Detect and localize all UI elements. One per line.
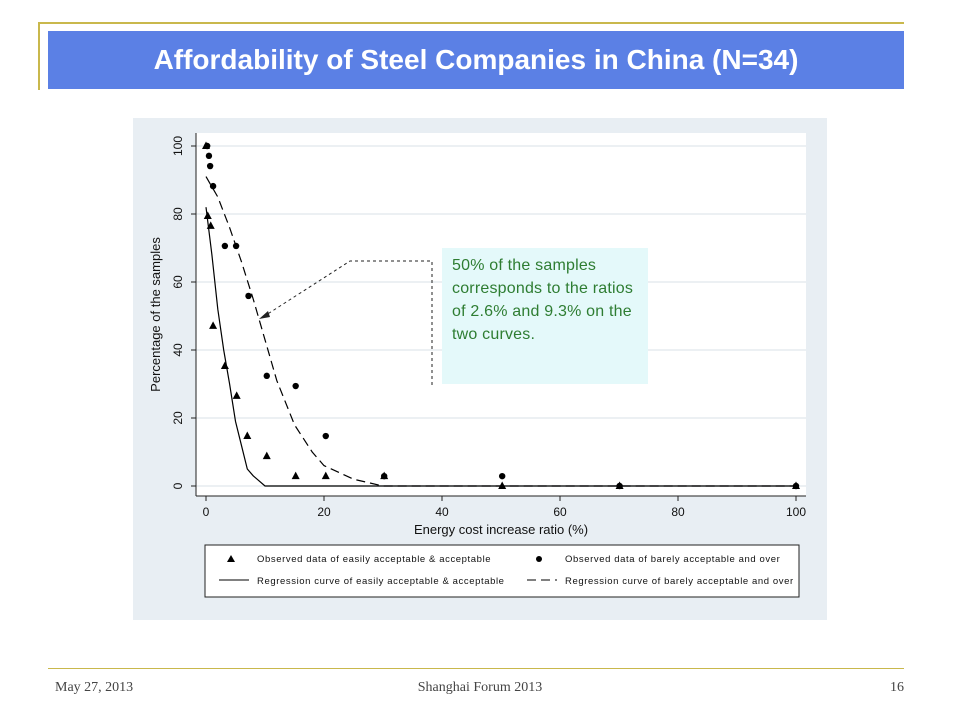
triangle-point — [243, 431, 252, 440]
y-tick-label: 60 — [171, 275, 185, 289]
circle-point — [206, 162, 214, 170]
y-tick-label: 100 — [171, 136, 185, 156]
y-tick-label: 20 — [171, 411, 185, 425]
x-tick-label: 80 — [671, 505, 685, 519]
x-tick-label: 20 — [317, 505, 331, 519]
triangle-point — [220, 361, 229, 369]
regression-line-3 — [205, 176, 796, 487]
footer-page-number: 16 — [890, 680, 904, 695]
circle-point — [292, 382, 299, 390]
triangle-point — [206, 221, 215, 229]
circle-point — [203, 142, 211, 150]
triangle-point — [262, 451, 271, 460]
x-tick-label: 0 — [203, 505, 210, 519]
x-tick-label: 100 — [786, 505, 806, 519]
legend-label: Regression curve of easily acceptable & … — [257, 576, 505, 587]
y-tick-label: 40 — [171, 343, 185, 357]
circle-point — [263, 372, 270, 380]
triangle-point — [203, 211, 212, 220]
x-axis-title: Energy cost increase ratio (%) — [414, 522, 588, 537]
circle-point — [221, 242, 229, 250]
triangle-point — [209, 321, 218, 329]
triangle-point — [321, 471, 330, 480]
legend-box — [204, 544, 800, 598]
y-tick-label: 0 — [171, 482, 185, 489]
triangle-point — [232, 391, 241, 399]
slide-title: Affordability of Steel Companies in Chin… — [153, 44, 799, 75]
triangle-point — [498, 481, 507, 489]
circle-point — [792, 482, 800, 490]
callout-annotation: 50% of the samples corresponds to the ra… — [442, 248, 648, 384]
footer-date: May 27, 2013 — [55, 680, 134, 695]
circle-point — [616, 482, 623, 490]
circle-point — [322, 432, 329, 440]
circle-point — [380, 472, 388, 480]
circle-point — [209, 182, 217, 190]
footer-rule — [48, 668, 904, 669]
y-tick-label: 80 — [171, 207, 185, 221]
x-tick-label: 60 — [553, 505, 567, 519]
footer-event: Shanghai Forum 2013 — [417, 680, 543, 695]
legend-circle-marker — [536, 556, 542, 562]
circle-point — [205, 152, 213, 160]
header-accent-line — [38, 22, 904, 24]
triangle-point — [291, 471, 300, 480]
legend-label: Regression curve of barely acceptable an… — [565, 576, 794, 587]
circle-point — [498, 472, 506, 480]
legend-label: Observed data of easily acceptable & acc… — [257, 554, 491, 565]
x-tick-label: 40 — [435, 505, 449, 519]
legend-triangle-marker — [227, 555, 235, 562]
header-accent-bracket — [38, 22, 40, 90]
callout-arrowhead — [259, 311, 270, 319]
title-banner: Affordability of Steel Companies in Chin… — [48, 31, 904, 89]
y-axis-title: Percentage of the samples — [148, 237, 163, 392]
circle-point — [232, 242, 240, 250]
legend-label: Observed data of barely acceptable and o… — [565, 554, 780, 565]
callout-leader-line — [262, 260, 433, 385]
circle-point — [245, 292, 252, 300]
